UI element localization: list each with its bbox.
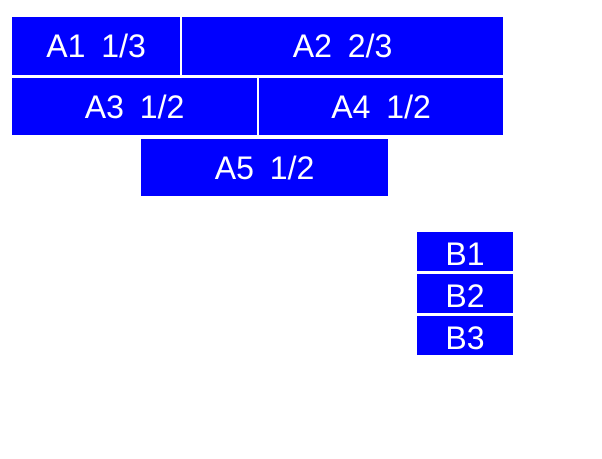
- block-a3: A3 1/2: [12, 78, 257, 135]
- block-a4: A4 1/2: [259, 78, 503, 135]
- block-a5: A5 1/2: [141, 139, 388, 196]
- block-b3: B3: [417, 316, 513, 355]
- block-b1: B1: [417, 232, 513, 271]
- block-a2: A2 2/3: [182, 17, 503, 75]
- block-b2: B2: [417, 274, 513, 313]
- block-a1: A1 1/3: [12, 17, 180, 75]
